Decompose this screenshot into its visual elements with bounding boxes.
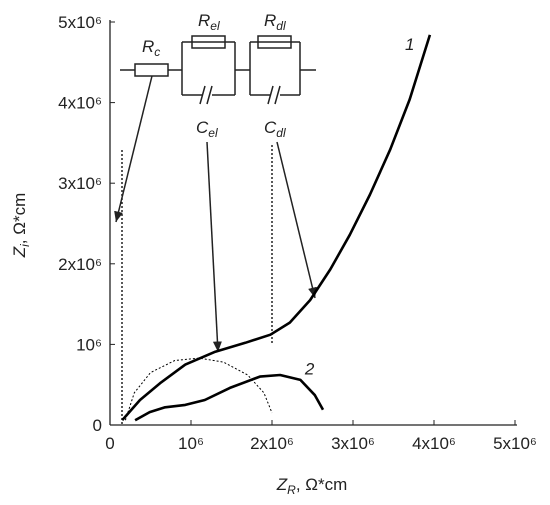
y-tick-label: 0 [93, 416, 102, 435]
circuit-label: Cel [196, 118, 218, 140]
y-axis-label-sub: i [18, 244, 32, 247]
circuit-label-main: R [198, 11, 210, 30]
circuit-label-main: R [142, 37, 154, 56]
x-tick-label: 4x10⁶ [412, 434, 456, 453]
y-axis-label-rest: , Ω*cm [10, 193, 29, 244]
y-tick-label: 10⁶ [76, 335, 102, 354]
data-line [134, 373, 325, 422]
circuit-label: Rel [198, 11, 220, 33]
x-axis-label-main: Z [276, 475, 288, 494]
x-axis-label: ZR, Ω*cm [276, 475, 348, 497]
circuit-label-main: R [264, 11, 276, 30]
y-tick-label: 4x10⁶ [58, 94, 102, 113]
circuit-label-sub: dl [276, 126, 286, 140]
y-axis-label-main: Z [10, 246, 29, 258]
x-tick-label: 5x10⁶ [493, 434, 537, 453]
circuit-label: Cdl [264, 118, 286, 140]
circuit-label: Rdl [264, 11, 286, 33]
circuit-label: Rc [142, 37, 160, 59]
data-line [121, 34, 432, 422]
series-label: 2 [304, 360, 315, 379]
x-tick-label: 10⁶ [178, 434, 204, 453]
fit-curve [124, 357, 273, 421]
circuit-label-sub: el [210, 19, 220, 33]
x-tick-label: 0 [105, 434, 114, 453]
circuit-inset [114, 35, 317, 425]
circuit-label-sub: c [154, 45, 160, 59]
x-tick-label: 3x10⁶ [331, 434, 375, 453]
circuit-label-main: C [264, 118, 277, 137]
y-tick-label: 3x10⁶ [58, 174, 102, 193]
circuit-label-sub: el [208, 126, 218, 140]
circuit-label-sub: dl [276, 19, 286, 33]
series-label: 1 [405, 35, 414, 54]
x-axis-label-sub: R [287, 483, 296, 497]
y-tick-label: 5x10⁶ [58, 13, 102, 32]
x-tick-label: 2x10⁶ [250, 434, 294, 453]
x-axis-label-rest: , Ω*cm [296, 475, 347, 494]
y-tick-label: 2x10⁶ [58, 255, 102, 274]
circuit-label-main: C [196, 118, 209, 137]
y-axis-label: Zi, Ω*cm [10, 193, 32, 259]
